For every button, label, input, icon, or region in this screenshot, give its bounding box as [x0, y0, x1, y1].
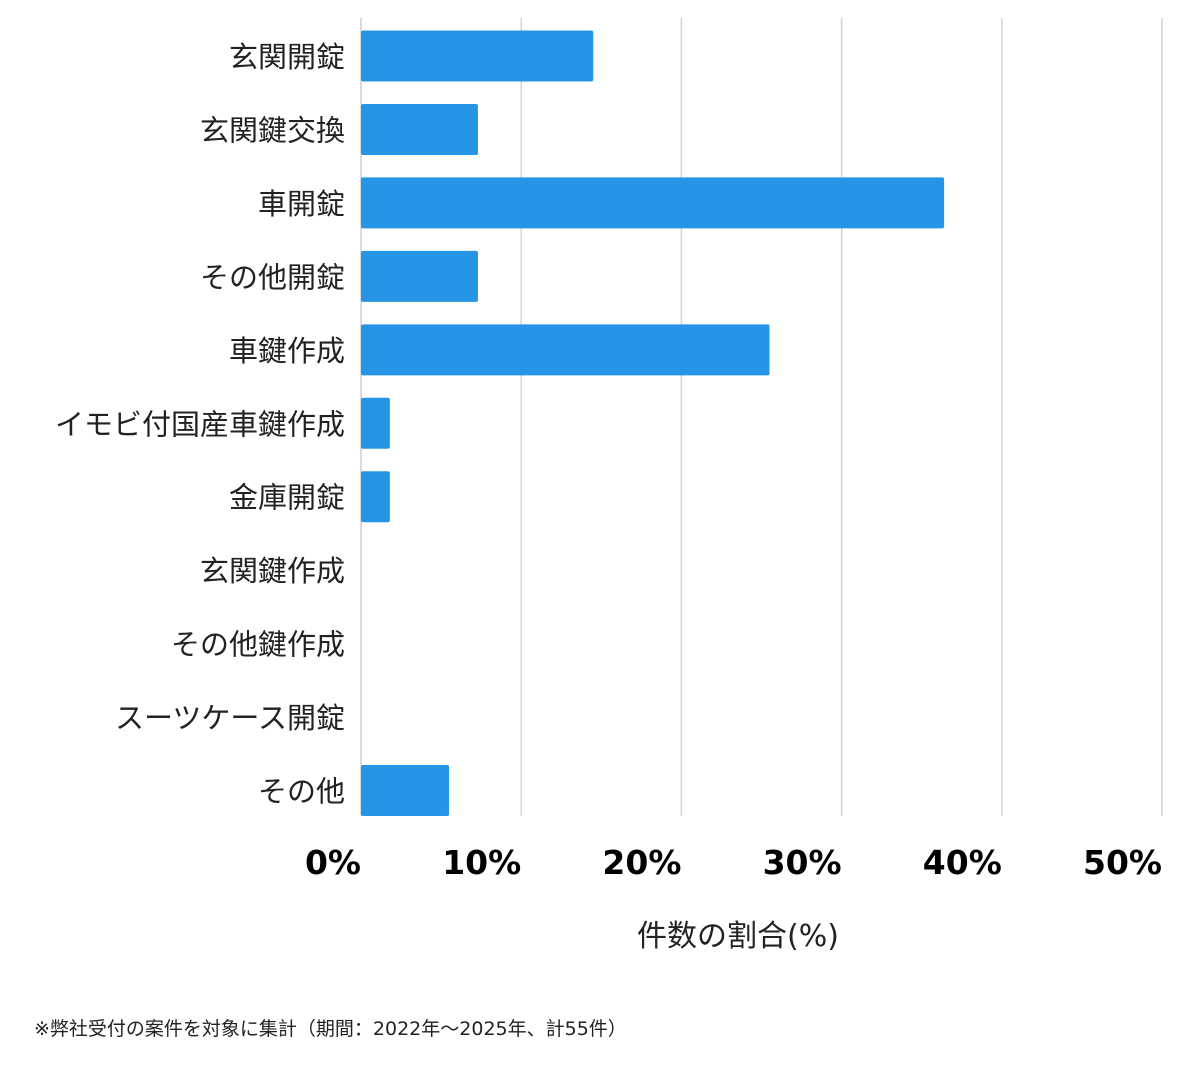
category-label: 玄関鍵交換	[200, 113, 345, 147]
x-axis-title: 件数の割合(%)	[637, 919, 839, 954]
x-tick-label: 40%	[923, 843, 1002, 882]
bar	[361, 765, 450, 817]
x-tick-label: 30%	[763, 843, 842, 882]
category-label: その他	[258, 775, 345, 809]
bar	[361, 30, 594, 82]
footnote: ※弊社受付の案件を対象に集計（期間：2022年〜2025年、計55件）	[34, 1018, 627, 1040]
category-label: 車開錠	[258, 187, 345, 221]
category-labels: 玄関開錠玄関鍵交換車開錠その他開錠車鍵作成イモビ付国産車鍵作成金庫開錠玄関鍵作成…	[55, 40, 345, 809]
bar	[361, 103, 478, 155]
bars	[361, 30, 945, 817]
bar	[361, 177, 945, 229]
category-label: その他鍵作成	[171, 628, 345, 662]
category-label: イモビ付国産車鍵作成	[55, 407, 345, 441]
category-label: 金庫開錠	[229, 481, 345, 515]
x-tick-labels: 0% 10% 20% 30% 40% 50%	[305, 843, 1162, 882]
x-tick-label: 0%	[305, 843, 361, 882]
bar	[361, 324, 770, 376]
category-label: 玄関開錠	[229, 40, 345, 74]
bar	[361, 397, 390, 449]
bar	[361, 250, 478, 302]
category-label: その他開錠	[200, 260, 345, 294]
x-tick-label: 10%	[442, 843, 521, 882]
x-tick-label: 20%	[602, 843, 681, 882]
bar	[361, 471, 390, 523]
bar-chart: 玄関開錠玄関鍵交換車開錠その他開錠車鍵作成イモビ付国産車鍵作成金庫開錠玄関鍵作成…	[55, 18, 1163, 954]
category-label: 玄関鍵作成	[200, 554, 345, 588]
category-label: スーツケース開錠	[115, 701, 345, 735]
gridlines	[360, 18, 1163, 816]
x-tick-label: 50%	[1083, 843, 1162, 882]
category-label: 車鍵作成	[229, 334, 345, 368]
